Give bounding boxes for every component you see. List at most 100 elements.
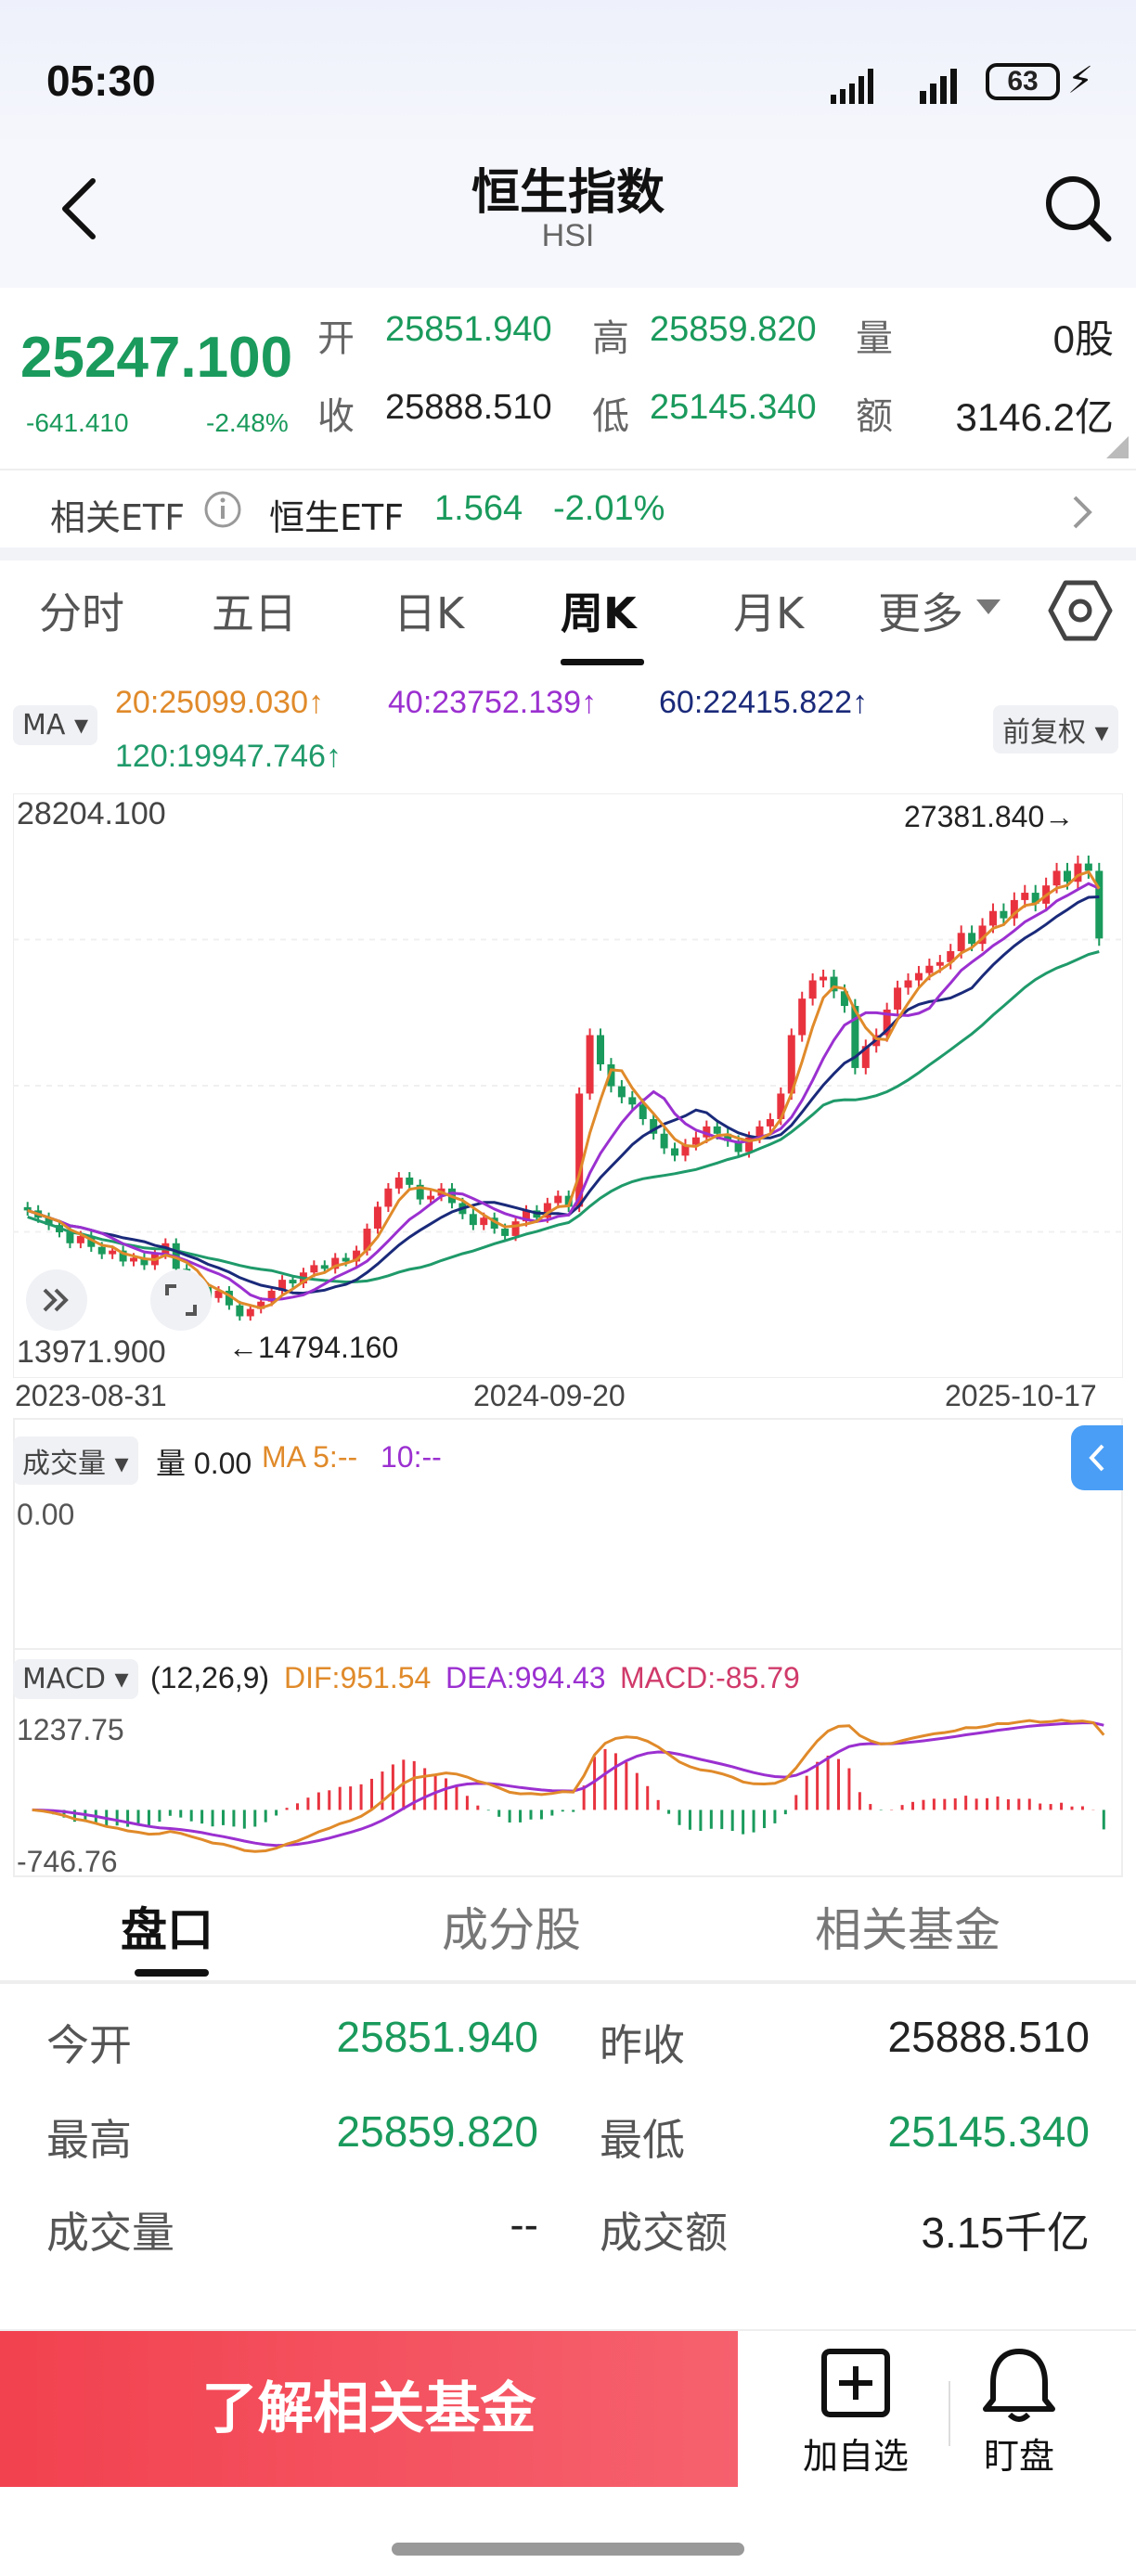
candle-body — [267, 1290, 276, 1302]
status-time: 05:30 — [46, 57, 156, 105]
chevron-right-icon[interactable] — [1067, 492, 1095, 533]
candle-body — [947, 951, 955, 962]
candle-body — [745, 1137, 754, 1153]
candle-body — [1021, 893, 1029, 900]
current-price: 25247.100 — [20, 326, 293, 390]
tab-constituents[interactable]: 成分股 — [442, 1903, 581, 1957]
caret-down-icon — [976, 599, 1000, 614]
candle-body — [851, 1006, 859, 1068]
candle-body — [1084, 863, 1092, 871]
etf-label: 相关ETF — [50, 497, 186, 538]
candle-body — [1031, 893, 1039, 904]
candle-body — [427, 1195, 435, 1200]
candle-body — [988, 910, 997, 926]
candle-body — [925, 965, 934, 973]
collapse-panel-button[interactable] — [1071, 1425, 1123, 1490]
candle-body — [278, 1280, 287, 1291]
candle-body — [23, 1206, 32, 1211]
tab-monthly-k[interactable]: 月K — [733, 588, 805, 638]
page-subtitle: HSI — [541, 218, 595, 253]
macd-selector[interactable]: MACD ▾ — [13, 1659, 138, 1699]
macd-panel — [13, 1650, 1123, 1877]
add-square-icon — [821, 2349, 890, 2417]
tab-weekly-k[interactable]: 周K — [561, 588, 637, 638]
page-title: 恒生指数 — [471, 165, 665, 221]
y-max-label: 28204.100 — [17, 796, 166, 831]
candle-body — [628, 1097, 637, 1105]
bell-icon — [983, 2349, 1055, 2422]
info-icon[interactable] — [202, 489, 243, 530]
settings-icon[interactable] — [1047, 577, 1114, 644]
candle-body — [373, 1206, 381, 1230]
candlestick-chart[interactable] — [13, 793, 1123, 1378]
candle-body — [904, 980, 912, 988]
ma20-value: 20:25099.030↑ — [115, 685, 324, 720]
candle-body — [214, 1290, 223, 1298]
detail-vol-value: -- — [510, 2200, 538, 2248]
candle-body — [808, 980, 817, 999]
candle-body — [522, 1210, 530, 1222]
candle-body — [894, 987, 902, 1010]
candle-body — [766, 1119, 774, 1127]
tab-more[interactable]: 更多 — [878, 588, 963, 638]
bottom-tabs-divider — [0, 1980, 1136, 1984]
price-change: -641.410 — [26, 408, 129, 437]
adjust-selector[interactable]: 前复权 ▾ — [993, 705, 1118, 753]
candle-body — [353, 1250, 361, 1262]
tab-five-day[interactable]: 五日 — [212, 588, 297, 638]
fullscreen-icon[interactable] — [148, 1268, 213, 1333]
candle-body — [246, 1308, 254, 1317]
related-etf-row[interactable] — [0, 469, 1136, 552]
detail-open-value: 25851.940 — [336, 2013, 538, 2061]
learn-funds-button[interactable]: 了解相关基金 — [0, 2331, 738, 2487]
macd-chart — [32, 1719, 1105, 1853]
volume-axis-label: 0.00 — [17, 1498, 75, 1531]
candle-body — [66, 1231, 74, 1243]
candle-body — [650, 1119, 658, 1134]
volume-ma5: MA 5:-- — [262, 1440, 358, 1474]
candle-body — [225, 1290, 233, 1306]
chevron-left-icon — [1089, 1444, 1104, 1472]
candle-body — [713, 1126, 721, 1134]
low-label: 低 — [592, 395, 629, 438]
bottom-divider — [949, 2381, 950, 2446]
candle-body — [978, 925, 987, 945]
tab-daily-k[interactable]: 日K — [394, 588, 465, 638]
price-change-pct: -2.48% — [206, 408, 289, 437]
back-icon[interactable] — [56, 176, 102, 241]
macd-badge-label: MACD — [22, 1663, 106, 1695]
tab-related-funds[interactable]: 相关基金 — [815, 1903, 1000, 1957]
candle-body — [968, 933, 976, 945]
detail-high-label: 最高 — [46, 2115, 132, 2165]
candle-body — [564, 1195, 573, 1207]
volume-selector[interactable]: 成交量 ▾ — [13, 1436, 138, 1485]
ma120-line — [27, 950, 1100, 1284]
candle-body — [109, 1250, 117, 1255]
candle-body — [236, 1305, 244, 1317]
ma-selector[interactable]: MA ▾ — [13, 705, 98, 745]
expand-icon[interactable] — [24, 1268, 89, 1333]
header — [0, 139, 1136, 288]
section-divider — [0, 547, 1136, 560]
tab-order-book[interactable]: 盘口 — [121, 1903, 213, 1957]
detail-low-value: 25145.340 — [887, 2107, 1090, 2156]
corner-icon — [1106, 436, 1129, 458]
add-watchlist-button[interactable]: 加自选 — [781, 2346, 930, 2485]
candle-body — [936, 961, 944, 966]
candle-body — [617, 1086, 626, 1098]
candle-body — [1095, 870, 1104, 939]
candle-body — [501, 1229, 510, 1236]
high-marker: 27381.840→ — [904, 800, 1075, 833]
candle-body — [660, 1133, 668, 1149]
macd-value: MACD:-85.79 — [620, 1661, 800, 1694]
ma40-value: 40:23752.139↑ — [388, 685, 597, 720]
tab-intraday[interactable]: 分时 — [39, 588, 124, 638]
ma120-value: 120:19947.746↑ — [115, 739, 342, 774]
candle-body — [490, 1217, 498, 1230]
quote-panel — [0, 288, 1136, 538]
y-min-label: 13971.900 — [17, 1334, 166, 1370]
watch-label: 盯盘 — [983, 2436, 1054, 2477]
search-icon[interactable] — [1041, 172, 1116, 246]
watch-button[interactable]: 盯盘 — [945, 2346, 1093, 2485]
volume-badge-label: 成交量 — [22, 1448, 106, 1480]
